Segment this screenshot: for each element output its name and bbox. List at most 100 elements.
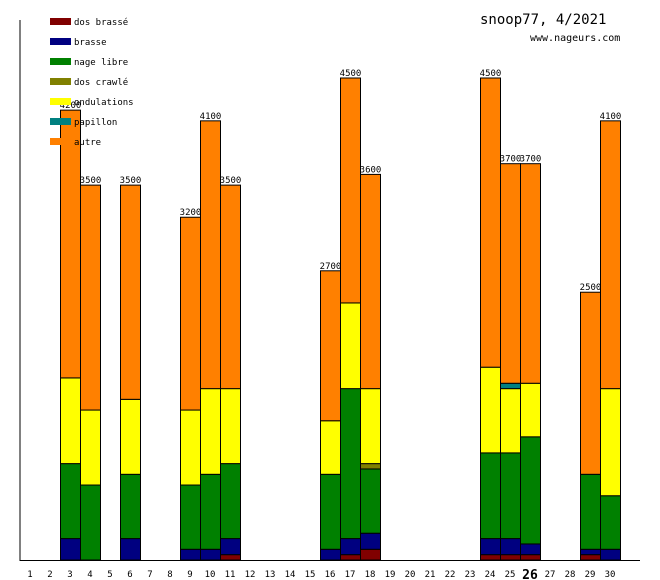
x-tick-label: 6 (127, 570, 132, 580)
legend-item: ondulations (50, 98, 134, 108)
bar-segment-dos-brass- (360, 548, 381, 561)
bar-segment-ondulations (360, 388, 381, 465)
bar-total-label: 2700 (320, 262, 342, 272)
bar-segment-ondulations (200, 388, 221, 475)
x-tick-label: 20 (405, 570, 416, 580)
x-tick-label: 14 (285, 570, 296, 580)
x-tick-label: 19 (385, 570, 396, 580)
legend-swatch (50, 18, 71, 25)
legend-swatch (50, 78, 71, 85)
bar-segment-nage-libre (80, 484, 101, 561)
bar-segment-brasse (500, 538, 521, 556)
bar-segment-ondulations (340, 302, 361, 390)
legend-label: papillon (74, 118, 117, 128)
bar-segment-autre (580, 291, 601, 475)
bar-segment-nage-libre (220, 463, 241, 540)
legend-label: nage libre (74, 58, 128, 68)
bar-segment-autre (200, 120, 221, 390)
x-tick-label: 24 (485, 570, 496, 580)
legend-item: nage libre (50, 58, 128, 68)
bar-segment-autre (180, 216, 201, 411)
bar-segment-brasse (520, 543, 541, 556)
bar-segment-brasse (480, 538, 501, 556)
bar-segment-ondulations (180, 409, 201, 486)
bar-total-label: 4200 (60, 101, 82, 111)
bar-segment-brasse (580, 548, 601, 556)
bar-segment-nage-libre (60, 463, 81, 540)
x-tick-label: 1 (27, 570, 32, 580)
bar-total-label: 4100 (200, 112, 222, 122)
x-tick-label: 17 (345, 570, 356, 580)
bar-total-label: 3700 (520, 155, 542, 165)
bar-segment-ondulations (600, 388, 621, 497)
labels-layer: 4200 3500 3500 3200 4100 3500 2700 4500 3600 4500… (60, 69, 622, 293)
x-tick-label: 15 (305, 570, 316, 580)
bar-segment-ondulations (480, 366, 501, 454)
x-tick-label: 18 (365, 570, 376, 580)
bar-segment-nage-libre (360, 468, 381, 534)
bar-segment-brasse (340, 538, 361, 556)
bar-segment-dos-brass- (220, 554, 241, 561)
bar-segment-autre (600, 120, 621, 390)
bar-total-label: 3500 (220, 176, 242, 186)
x-tick-label: 7 (147, 570, 152, 580)
bar-total-label: 4500 (480, 69, 502, 79)
bar-segment-nage-libre (580, 473, 601, 550)
bar-segment-ondulations (500, 388, 521, 454)
x-tick-label: 8 (167, 570, 172, 580)
x-tick-label: 2 (47, 570, 52, 580)
bar-segment-autre (80, 184, 101, 411)
legend-swatch (50, 118, 71, 125)
x-tick-label: 9 (187, 570, 192, 580)
bar-segment-ondulations (320, 420, 341, 475)
bar-segment-dos-brass- (580, 554, 601, 561)
bar-segment-papillon (500, 382, 521, 390)
legend-label: ondulations (74, 98, 134, 108)
bar-total-label: 3500 (80, 176, 102, 186)
bar-total-label: 2500 (580, 283, 602, 293)
bar-segment-brasse (600, 548, 621, 561)
x-tick-label: 25 (505, 570, 516, 580)
site-url: www.nageurs.com (530, 33, 620, 44)
x-tick-label: 13 (265, 570, 276, 580)
bar-segment-brasse (60, 538, 81, 561)
bar-segment-autre (220, 184, 241, 390)
bar-segment-dos-brass- (480, 554, 501, 561)
bar-total-label: 3600 (360, 165, 382, 175)
legend-item: dos crawlé (50, 77, 128, 88)
x-tick-label: 10 (205, 570, 216, 580)
x-tick-label: 21 (425, 570, 436, 580)
legend-label: dos brassé (74, 17, 128, 28)
legend-item: papillon (50, 118, 117, 128)
bar-total-label: 3700 (500, 155, 522, 165)
legend: dos brassé brasse nage libre dos crawlé ondu… (50, 17, 134, 148)
bar-segment-dos-brass- (500, 554, 521, 561)
x-tick-label: 11 (225, 570, 236, 580)
legend-swatch (50, 98, 71, 105)
bar-segment-autre (520, 163, 541, 384)
bar-segment-brasse (120, 538, 141, 561)
chart-title: snoop77, 4/2021 (480, 12, 606, 28)
bar-segment-autre (120, 184, 141, 400)
x-tick-label: 30 (605, 570, 616, 580)
bar-segment-brasse (200, 548, 221, 561)
bar-segment-nage-libre (320, 473, 341, 550)
legend-item: autre (50, 138, 101, 148)
x-tick-labels: 1 2 3 4 5 6 7 8 9 10 11 12 13 14 15 16 17 18 19 20 21 22 23 24 2… (27, 568, 615, 580)
legend-item: brasse (50, 38, 107, 48)
bar-segment-brasse (220, 538, 241, 556)
legend-item: dos brassé (50, 17, 128, 28)
bar-segment-autre (500, 163, 521, 384)
x-tick-label: 16 (325, 570, 336, 580)
bar-segment-ondulations (220, 388, 241, 465)
bar-segment-nage-libre (200, 473, 221, 550)
x-tick-label: 27 (545, 570, 556, 580)
bar-segment-nage-libre (180, 484, 201, 550)
bar-segment-nage-libre (500, 452, 521, 540)
x-tick-label: 5 (107, 570, 112, 580)
x-tick-label: 12 (245, 570, 256, 580)
x-tick-label: 29 (585, 570, 596, 580)
bar-segment-nage-libre (120, 473, 141, 540)
bar-segment-dos-brass- (520, 554, 541, 561)
